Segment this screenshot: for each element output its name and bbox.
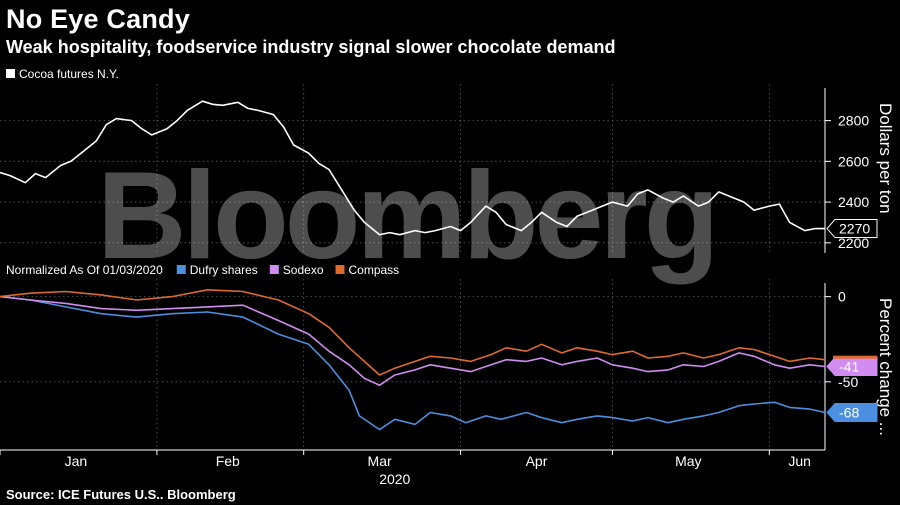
legend-swatch (269, 265, 279, 274)
x-group-label: 2020 (379, 471, 410, 487)
y-tick-label: 2400 (838, 194, 869, 210)
source-note: Source: ICE Futures U.S.. Bloomberg (6, 487, 236, 502)
legend-swatch (176, 265, 186, 274)
legend-label: Sodexo (283, 263, 324, 277)
legend-title: Normalized As Of 01/03/2020 (6, 263, 163, 277)
page-subtitle: Weak hospitality, foodservice industry s… (6, 37, 616, 57)
y-tick-label: 2600 (838, 153, 869, 169)
page-title: No Eye Candy (6, 4, 190, 34)
y-axis-title: Percent change ... (876, 298, 895, 436)
y-tick-label: 2200 (838, 235, 869, 251)
last-value-marker (833, 355, 877, 359)
last-value-label: 2270 (839, 221, 870, 237)
watermark-text: Bloomberg (97, 147, 715, 285)
last-value-tag (826, 357, 878, 376)
x-tick-label: Apr (526, 453, 548, 469)
y-tick-label: 0 (838, 289, 846, 305)
x-tick-label: Jun (788, 453, 811, 469)
axis-labels: 2200 2400 2600 2800 Dollars per ton 2270 0 -50 P… (65, 103, 895, 487)
series-line (0, 295, 826, 387)
legends: Cocoa futures N.Y. Normalized As Of 01/03… (6, 67, 399, 277)
legend-label: Dufry shares (190, 263, 258, 277)
last-value-label: -41 (839, 359, 859, 375)
series-line (0, 288, 826, 376)
series-lines (0, 100, 826, 431)
series-line (0, 100, 825, 236)
x-tick-label: Feb (216, 453, 240, 469)
x-tick-label: Jan (65, 453, 88, 469)
series-line (0, 295, 826, 431)
grid-lines (0, 84, 825, 450)
x-tick-label: May (675, 453, 701, 469)
y-axis-title: Dollars per ton (876, 103, 895, 214)
legend-label: Compass (349, 263, 400, 277)
y-tick-label: 2800 (838, 113, 869, 129)
y-tick-label: -50 (838, 374, 858, 390)
last-value-label: -68 (839, 405, 859, 421)
legend-label: Cocoa futures N.Y. (19, 67, 119, 81)
x-tick-label: Mar (368, 453, 392, 469)
legend-swatch (335, 265, 345, 274)
last-value-tag (826, 219, 878, 239)
last-value-tag (826, 403, 878, 423)
legend-swatch (6, 69, 15, 78)
